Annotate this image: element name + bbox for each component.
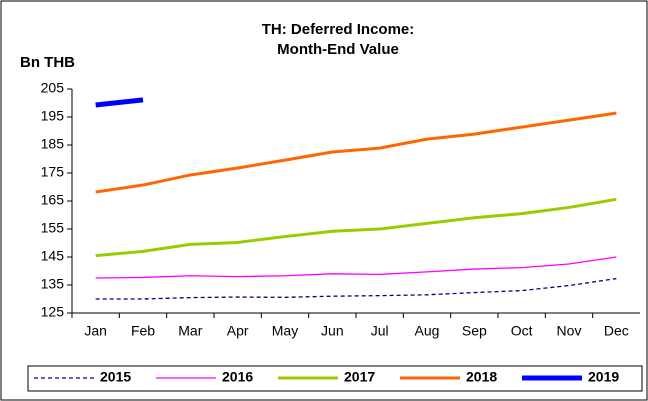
y-tick-label: 135 [41, 276, 65, 292]
line-series [95, 256, 617, 279]
y-tick-label: 195 [41, 108, 65, 124]
legend-label: 2019 [588, 369, 619, 385]
y-tick-label: 185 [41, 136, 65, 152]
x-tick-label: Aug [415, 323, 440, 339]
x-tick-label: Oct [511, 323, 533, 339]
x-tick-label: Dec [604, 323, 629, 339]
legend-label: 2017 [344, 369, 375, 385]
line-series [95, 197, 617, 258]
line-series [95, 277, 617, 300]
legend-label: 2016 [222, 369, 253, 385]
chart-title: Month-End Value [277, 41, 399, 58]
y-axis-label: Bn THB [20, 54, 75, 71]
y-tick-label: 165 [41, 192, 65, 208]
x-tick-label: Jun [321, 323, 344, 339]
x-tick-label: Jan [84, 323, 107, 339]
x-tick-label: Mar [178, 323, 202, 339]
y-tick-label: 155 [41, 220, 65, 236]
y-tick-label: 145 [41, 248, 65, 264]
x-tick-label: Sep [462, 323, 487, 339]
chart-title: TH: Deferred Income: [262, 21, 415, 38]
legend-label: 2015 [100, 369, 131, 385]
y-tick-label: 125 [41, 304, 65, 320]
x-tick-label: May [272, 323, 298, 339]
x-tick-label: Jul [371, 323, 389, 339]
line-series [95, 111, 617, 194]
x-tick-label: Nov [557, 323, 582, 339]
x-tick-label: Apr [227, 323, 249, 339]
y-tick-label: 175 [41, 164, 65, 180]
y-tick-label: 205 [41, 80, 65, 96]
line-series [95, 97, 144, 108]
legend-label: 2018 [466, 369, 497, 385]
x-tick-label: Feb [131, 323, 155, 339]
